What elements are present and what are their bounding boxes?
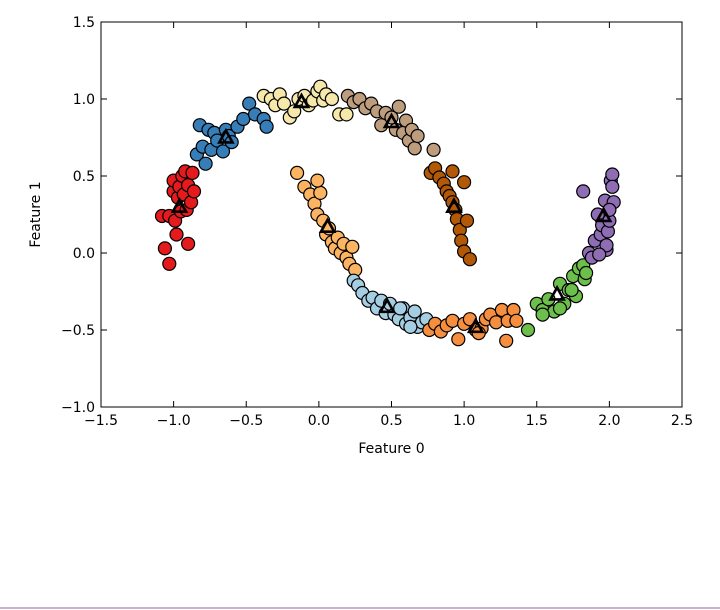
data-point-cluster-9 (605, 179, 620, 194)
data-point-cluster-2 (339, 107, 354, 122)
data-point-cluster-7 (509, 313, 524, 328)
centroid-marker-8 (548, 284, 566, 301)
data-point-cluster-6 (393, 301, 408, 316)
data-point-cluster-9 (576, 184, 591, 199)
data-point-cluster-2 (276, 96, 292, 111)
data-point-cluster-3 (426, 142, 441, 157)
data-point-cluster-0 (181, 236, 196, 251)
data-point-cluster-3 (407, 141, 422, 156)
data-point-cluster-8 (564, 282, 579, 298)
data-point-cluster-7 (499, 333, 514, 348)
x-tick-label: −1.0 (157, 413, 191, 429)
centroid-marker-6 (378, 297, 397, 314)
data-point-cluster-8 (552, 301, 568, 316)
data-point-cluster-1 (242, 96, 257, 111)
centroids-layer (170, 92, 613, 334)
data-point-cluster-9 (605, 167, 620, 182)
y-tick-label: −1.0 (61, 400, 95, 416)
data-point-cluster-0 (185, 165, 200, 180)
x-tick-label: 0.5 (380, 413, 402, 429)
data-point-cluster-1 (259, 119, 274, 134)
centroid-marker-7 (466, 317, 485, 334)
x-tick-label: 2.0 (598, 413, 620, 429)
centroid-marker-2 (292, 92, 311, 109)
data-point-cluster-1 (215, 144, 231, 159)
points-layer (154, 79, 621, 348)
y-axis-ticks: −1.0 −0.5 0.0 0.5 1.0 1.5 (61, 15, 682, 416)
data-point-cluster-1 (236, 111, 251, 127)
data-point-cluster-8 (578, 265, 594, 281)
y-tick-label: 0.0 (73, 246, 95, 262)
data-point-cluster-1 (198, 156, 213, 171)
centroid-marker-0 (170, 197, 189, 213)
data-point-cluster-6 (403, 319, 418, 334)
data-point-cluster-7 (489, 315, 504, 330)
centroid-marker-9 (594, 206, 613, 223)
x-axis-ticks: −1.5 −1.0 −0.5 0.0 0.5 1.0 1.5 2.0 2.5 (84, 22, 693, 429)
data-point-cluster-4 (457, 175, 472, 190)
data-point-cluster-8 (535, 307, 550, 322)
centroid-marker-1 (217, 127, 235, 144)
data-point-cluster-9 (599, 238, 614, 253)
centroid-marker-5 (318, 217, 337, 234)
data-point-cluster-3 (374, 118, 389, 133)
data-point-cluster-5 (313, 185, 328, 200)
data-point-cluster-0 (162, 256, 177, 271)
data-point-cluster-5 (345, 239, 360, 254)
y-tick-label: 1.0 (73, 92, 95, 108)
x-tick-label: 1.5 (526, 413, 548, 429)
data-point-cluster-8 (520, 322, 536, 338)
bottom-divider (0, 607, 720, 609)
centroid-marker-4 (445, 197, 463, 213)
data-point-cluster-5 (310, 173, 325, 188)
data-point-cluster-9 (592, 247, 607, 262)
x-tick-label: −0.5 (229, 413, 263, 429)
data-point-cluster-4 (462, 252, 477, 267)
data-point-cluster-2 (324, 91, 339, 107)
data-point-cluster-5 (290, 165, 305, 180)
x-tick-label: 1.0 (453, 413, 475, 429)
data-point-cluster-0 (157, 241, 172, 256)
y-tick-label: 1.5 (73, 15, 95, 31)
data-point-cluster-3 (410, 128, 425, 144)
x-tick-label: 0.0 (308, 413, 330, 429)
data-point-cluster-0 (186, 184, 202, 199)
data-point-cluster-4 (459, 213, 475, 228)
y-tick-label: −0.5 (61, 323, 95, 339)
x-tick-label: −1.5 (84, 413, 118, 429)
data-point-cluster-6 (407, 304, 422, 319)
centroid-marker-3 (382, 112, 401, 129)
data-point-cluster-7 (451, 332, 466, 347)
data-point-cluster-7 (445, 313, 460, 328)
data-point-cluster-0 (169, 227, 184, 242)
data-point-cluster-3 (391, 99, 406, 114)
x-tick-label: 2.5 (671, 413, 693, 429)
y-axis-label: Feature 1 (28, 181, 44, 247)
data-point-cluster-4 (445, 164, 460, 179)
x-axis-label: Feature 0 (358, 441, 424, 457)
y-tick-label: 0.5 (73, 169, 95, 185)
